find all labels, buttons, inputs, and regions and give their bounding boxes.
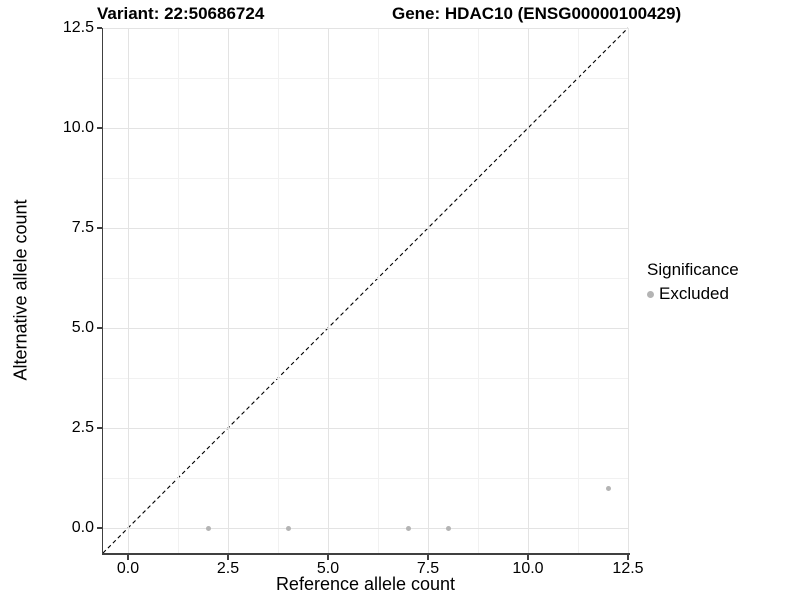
grid-line-major-v	[327, 28, 329, 553]
y-axis-tick	[96, 527, 102, 529]
legend-point-swatch-icon	[647, 290, 654, 298]
grid-line-minor-h	[103, 477, 628, 479]
x-axis-tick	[127, 554, 129, 560]
grid-line-major-v	[227, 28, 229, 553]
data-point	[445, 525, 451, 531]
plot-panel	[102, 27, 629, 554]
legend-item-label: Excluded	[659, 284, 729, 303]
grid-line-minor-h	[103, 277, 628, 279]
grid-line-minor-v	[277, 28, 279, 553]
y-axis-tick	[96, 427, 102, 429]
plot-title-gene: Gene: HDAC10 (ENSG00000100429)	[392, 4, 682, 23]
y-axis-tick	[96, 327, 102, 329]
identity-line-layer	[102, 27, 629, 554]
y-axis-tick	[96, 27, 102, 29]
data-point	[405, 525, 411, 531]
x-axis-tick-label: 7.5	[416, 560, 440, 577]
y-axis-tick	[96, 127, 102, 129]
y-axis-tick-label: 2.5	[71, 419, 94, 436]
grid-line-minor-h	[103, 377, 628, 379]
x-axis-tick	[627, 554, 629, 560]
grid-line-major-h	[103, 427, 628, 429]
plot-title-variant: Variant: 22:50686724	[97, 4, 265, 23]
grid-line-minor-v	[477, 28, 479, 553]
grid-line-major-v	[627, 28, 629, 553]
grid-line-major-h	[103, 327, 628, 329]
grid-line-major-v	[527, 28, 529, 553]
grid-line-minor-v	[177, 28, 179, 553]
data-point	[605, 485, 611, 491]
x-axis-tick	[327, 554, 329, 560]
grid-line-major-v	[127, 28, 129, 553]
y-axis-tick-label: 7.5	[71, 219, 94, 236]
y-axis-tick-label: 12.5	[62, 19, 94, 36]
y-axis-tick	[96, 227, 102, 229]
data-point	[285, 525, 291, 531]
x-axis-tick-label: 0.0	[116, 560, 140, 577]
x-axis-line	[101, 553, 630, 555]
y-axis-tick-label: 0.0	[71, 519, 94, 536]
legend-item: Excluded	[647, 284, 739, 304]
grid-line-major-h	[103, 27, 628, 29]
y-axis-line	[101, 28, 103, 555]
x-axis-tick	[227, 554, 229, 560]
grid-line-minor-h	[103, 177, 628, 179]
grid-line-minor-v	[577, 28, 579, 553]
x-axis-tick	[427, 554, 429, 560]
identity-line	[102, 27, 629, 554]
legend: Significance Excluded	[647, 260, 739, 304]
grid-line-major-h	[103, 227, 628, 229]
y-axis-tick-label: 10.0	[62, 119, 94, 136]
x-axis-title: Reference allele count	[275, 574, 456, 594]
x-axis-tick-label: 2.5	[216, 560, 240, 577]
grid-line-minor-h	[103, 77, 628, 79]
x-axis-tick-label: 10.0	[512, 560, 544, 577]
grid-line-major-v	[427, 28, 429, 553]
grid-line-major-h	[103, 127, 628, 129]
x-axis-tick	[527, 554, 529, 560]
x-axis-tick-label: 12.5	[612, 560, 644, 577]
grid-line-minor-v	[377, 28, 379, 553]
x-axis-tick-label: 5.0	[316, 560, 340, 577]
data-point	[205, 525, 211, 531]
legend-title: Significance	[647, 260, 739, 279]
y-axis-tick-label: 5.0	[71, 319, 94, 336]
y-axis-title: Alternative allele count	[10, 199, 31, 381]
grid-line-major-h	[103, 527, 628, 529]
